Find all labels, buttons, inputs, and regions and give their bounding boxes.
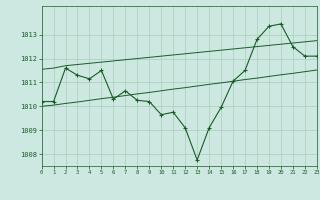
Text: Graphe pression niveau de la mer (hPa): Graphe pression niveau de la mer (hPa) — [58, 184, 262, 193]
